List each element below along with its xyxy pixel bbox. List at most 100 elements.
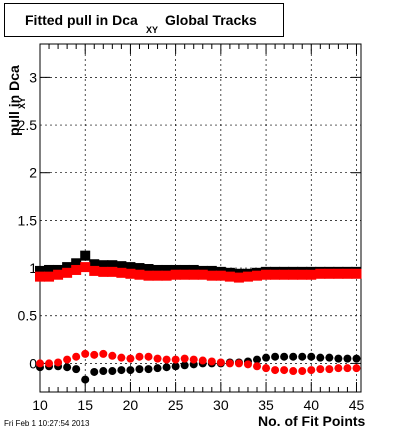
data-point-marker bbox=[89, 265, 100, 276]
data-point-marker bbox=[161, 270, 172, 281]
data-point-marker bbox=[188, 269, 199, 280]
x-tick-label: 40 bbox=[303, 397, 319, 413]
data-point-marker bbox=[297, 269, 308, 280]
data-point-marker bbox=[180, 361, 189, 370]
data-point-marker bbox=[334, 354, 343, 363]
data-point-marker bbox=[271, 366, 280, 375]
data-point-marker bbox=[280, 352, 289, 361]
data-point-marker bbox=[81, 375, 90, 384]
data-point-marker bbox=[298, 352, 307, 361]
data-point-marker bbox=[216, 358, 225, 367]
data-point-marker bbox=[252, 270, 263, 281]
data-point-marker bbox=[125, 268, 136, 279]
data-point-marker bbox=[180, 354, 189, 363]
data-point-marker bbox=[224, 271, 235, 282]
data-point-marker bbox=[80, 262, 91, 273]
data-point-marker bbox=[280, 366, 289, 375]
data-point-marker bbox=[90, 367, 99, 376]
data-point-marker bbox=[107, 266, 118, 277]
data-point-marker bbox=[117, 366, 126, 375]
data-point-marker bbox=[253, 355, 262, 364]
data-point-marker bbox=[197, 269, 208, 280]
data-point-marker bbox=[126, 354, 135, 363]
data-point-marker bbox=[134, 263, 145, 274]
timestamp: Fri Feb 1 10:27:54 2013 bbox=[4, 419, 90, 428]
data-point-marker bbox=[234, 359, 243, 368]
data-point-marker bbox=[243, 360, 252, 369]
data-point-marker bbox=[307, 352, 316, 361]
data-point-marker bbox=[63, 363, 72, 372]
data-point-marker bbox=[206, 270, 217, 281]
data-point-marker bbox=[352, 364, 361, 373]
data-point-marker bbox=[63, 355, 72, 364]
plot-frame bbox=[39, 43, 362, 393]
data-point-marker bbox=[324, 268, 335, 279]
y-tick-label: 0 bbox=[29, 355, 37, 371]
data-point-marker bbox=[171, 362, 180, 371]
data-point-marker bbox=[288, 269, 299, 280]
data-point-marker bbox=[343, 354, 352, 363]
data-point-marker bbox=[152, 264, 163, 275]
data-point-marker bbox=[162, 355, 171, 364]
data-point-marker bbox=[162, 363, 171, 372]
data-point-marker bbox=[242, 271, 253, 282]
data-point-marker bbox=[135, 352, 144, 361]
y-tick-label: 1 bbox=[29, 260, 37, 276]
data-point-marker bbox=[343, 364, 352, 373]
data-point-marker bbox=[152, 270, 163, 281]
data-point-marker bbox=[45, 359, 54, 368]
data-point-marker bbox=[215, 270, 226, 281]
data-point-marker bbox=[62, 267, 73, 278]
data-point-marker bbox=[171, 355, 180, 364]
data-point-marker bbox=[334, 364, 343, 373]
data-point-marker bbox=[72, 365, 81, 374]
data-point-marker bbox=[72, 352, 81, 361]
chart-title-subscript: XY bbox=[146, 25, 159, 35]
data-point-marker bbox=[289, 367, 298, 376]
data-point-marker bbox=[342, 268, 353, 279]
data-point-marker bbox=[189, 355, 198, 364]
data-point-marker bbox=[80, 250, 91, 261]
data-point-marker bbox=[62, 262, 73, 273]
data-point-marker bbox=[44, 264, 55, 275]
data-point-marker bbox=[298, 367, 307, 376]
data-point-marker bbox=[108, 367, 117, 376]
chart-title-rest: Global Tracks bbox=[165, 12, 257, 28]
data-point-marker bbox=[90, 350, 99, 359]
data-point-marker bbox=[117, 353, 126, 362]
data-point-marker bbox=[71, 264, 82, 275]
data-point-marker bbox=[54, 358, 63, 367]
data-point-marker bbox=[316, 353, 325, 362]
data-point-marker bbox=[279, 269, 290, 280]
data-point-marker bbox=[116, 261, 127, 272]
data-point-marker bbox=[44, 271, 55, 282]
data-point-marker bbox=[153, 364, 162, 373]
data-point-marker bbox=[125, 262, 136, 273]
x-tick-label: 10 bbox=[32, 397, 48, 413]
y-tick-label: 0.5 bbox=[18, 308, 38, 324]
x-tick-label: 15 bbox=[77, 397, 93, 413]
data-point-marker bbox=[170, 269, 181, 280]
data-point-marker bbox=[333, 268, 344, 279]
data-point-marker bbox=[144, 352, 153, 361]
data-point-marker bbox=[35, 265, 45, 276]
data-point-marker bbox=[271, 352, 280, 361]
x-tick-label: 20 bbox=[123, 397, 139, 413]
data-point-marker bbox=[53, 269, 64, 280]
x-tick-label: 30 bbox=[213, 397, 229, 413]
data-point-marker bbox=[143, 270, 154, 281]
data-point-marker bbox=[144, 365, 153, 374]
data-point-marker bbox=[161, 264, 172, 275]
data-point-marker bbox=[99, 349, 108, 358]
data-point-marker bbox=[107, 260, 118, 271]
y-tick-label: 3 bbox=[29, 69, 37, 85]
x-tick-label: 35 bbox=[258, 397, 274, 413]
data-point-marker bbox=[270, 269, 281, 280]
data-point-marker bbox=[116, 267, 127, 278]
x-tick-label: 45 bbox=[349, 397, 365, 413]
data-point-marker bbox=[307, 366, 316, 375]
data-point-marker bbox=[352, 354, 361, 363]
data-point-marker bbox=[351, 268, 362, 279]
data-point-marker bbox=[81, 349, 90, 358]
